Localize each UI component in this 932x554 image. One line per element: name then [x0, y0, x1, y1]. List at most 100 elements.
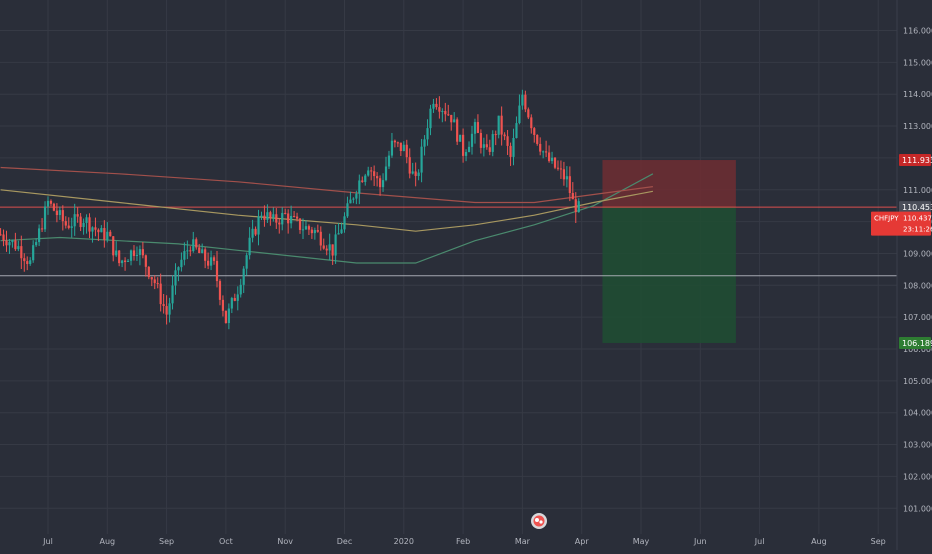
candle-body: [533, 128, 536, 135]
candle: [509, 142, 512, 166]
candle-body: [316, 230, 319, 232]
candle: [334, 224, 337, 264]
candle: [313, 227, 316, 240]
candle-body: [361, 180, 364, 182]
candle: [417, 169, 420, 181]
candle: [189, 246, 192, 257]
candle-body: [147, 266, 150, 278]
candle: [132, 245, 136, 261]
candle: [23, 253, 26, 272]
candle-body: [426, 128, 429, 140]
candle: [183, 242, 186, 266]
candle-body: [340, 229, 343, 234]
candle: [198, 243, 201, 254]
candle-body: [444, 110, 447, 115]
candle-body: [494, 134, 497, 136]
candle: [527, 107, 530, 120]
candle: [233, 293, 236, 302]
candle-body: [103, 228, 106, 240]
moving-averages: [0, 166, 654, 264]
candle-body: [85, 217, 88, 223]
candle-body: [278, 222, 281, 225]
candle: [94, 217, 97, 237]
candle: [494, 130, 497, 146]
candle: [402, 141, 405, 152]
price-tick-label: 114.000: [903, 90, 932, 99]
candle: [85, 214, 88, 234]
candle: [358, 174, 361, 205]
candle: [331, 244, 334, 265]
candle-body: [485, 144, 488, 148]
candle-body: [553, 157, 557, 168]
candle: [322, 238, 325, 250]
candle-body: [500, 115, 503, 135]
candle: [177, 266, 180, 282]
candle-body: [530, 117, 533, 129]
candle-body: [491, 134, 494, 152]
candle-body: [313, 230, 316, 234]
last-price-tag-bg: [871, 211, 931, 236]
candle: [266, 204, 269, 223]
time-axis[interactable]: Jul Aug Sep Oct Nov Dec 2020 Feb Mar Apr May Jun Jul…: [42, 537, 886, 546]
price-tick-label: 113.000: [903, 122, 932, 131]
candle: [355, 190, 358, 205]
candle-body: [2, 234, 5, 241]
candle: [115, 241, 118, 257]
candle-body: [165, 306, 168, 315]
position-zones[interactable]: [602, 160, 736, 343]
candle-body: [209, 257, 213, 266]
candle-body: [91, 227, 94, 232]
candle: [574, 192, 577, 224]
candle-body: [287, 213, 290, 224]
time-tick-label: Apr: [575, 537, 590, 546]
candle: [343, 212, 346, 233]
candle-body: [456, 119, 459, 142]
target-price-label-bg: [899, 336, 931, 349]
candle-body: [310, 229, 313, 234]
candle: [212, 255, 216, 265]
symbol-tag-label: CHFJPY: [874, 215, 899, 223]
candle-body: [201, 249, 204, 254]
candle-body: [20, 246, 23, 259]
candle: [192, 231, 195, 253]
candle: [524, 90, 527, 113]
candle-body: [67, 225, 70, 228]
candle-body: [562, 169, 566, 180]
candle: [447, 104, 450, 117]
candle-body: [123, 260, 127, 262]
candle-body: [521, 94, 524, 106]
candle-body: [126, 260, 130, 262]
candle: [88, 213, 91, 239]
tradingview-logo-icon[interactable]: [531, 513, 547, 529]
candle: [384, 156, 388, 182]
candle: [456, 117, 459, 145]
candle: [556, 160, 560, 171]
candle: [106, 222, 109, 243]
candle-body: [257, 216, 260, 235]
price-tick-label: 107.000: [903, 313, 932, 322]
candle-body: [506, 136, 509, 146]
candle: [245, 252, 248, 276]
candle: [159, 273, 162, 312]
candle: [310, 226, 313, 239]
candle: [257, 209, 260, 246]
candle-body: [349, 199, 352, 204]
candle: [150, 276, 153, 287]
candle: [491, 130, 494, 157]
candle-body: [76, 214, 79, 217]
candle-body: [545, 151, 548, 153]
candle: [488, 139, 491, 156]
candle: [174, 263, 177, 295]
candle-body: [11, 240, 14, 243]
candle-body: [121, 260, 124, 264]
candle: [542, 150, 545, 159]
candle-body: [272, 214, 275, 218]
candle: [319, 226, 322, 251]
candle-body: [319, 231, 322, 246]
candle: [515, 116, 518, 139]
time-tick-label: Jun: [693, 537, 707, 546]
candle-body: [221, 299, 225, 311]
candle-body: [82, 222, 85, 228]
